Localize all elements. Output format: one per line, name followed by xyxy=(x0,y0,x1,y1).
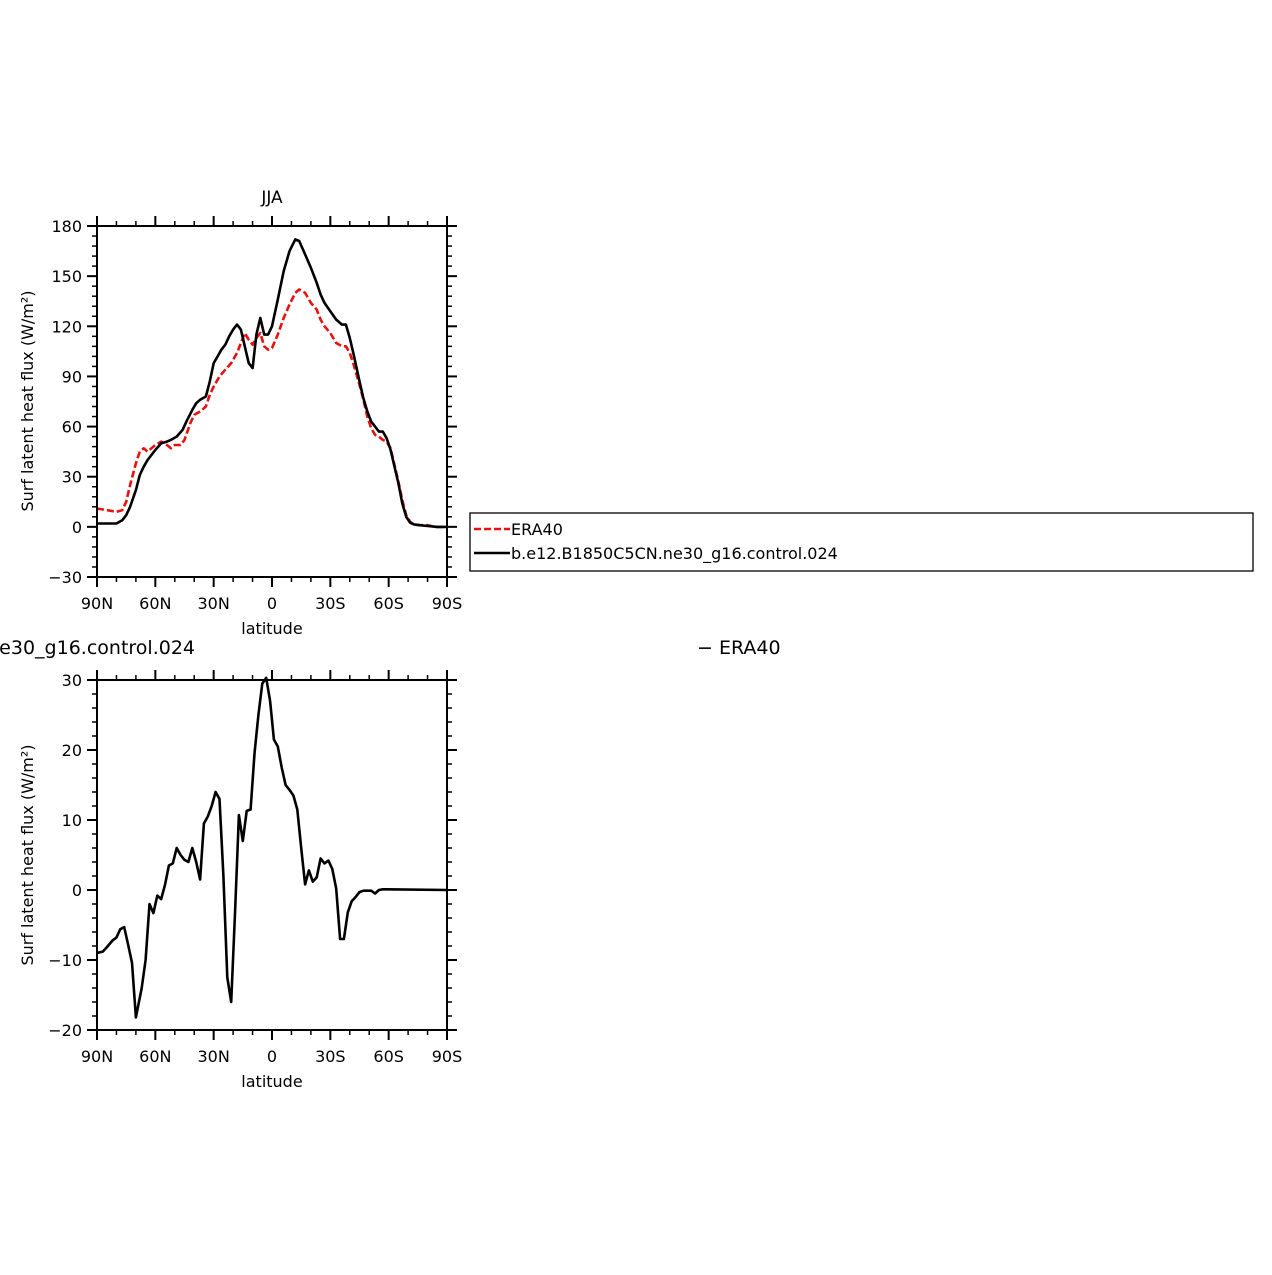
legend-box xyxy=(469,512,1254,572)
chart-panel-difference: b.e12.B1850C5CN.ne30_g16.control.024 − E… xyxy=(0,637,781,1091)
y-tick-label: 180 xyxy=(51,217,82,236)
x-tick-label: 90N xyxy=(81,1047,113,1066)
series-line-era40 xyxy=(96,288,447,529)
y-tick-label: 120 xyxy=(51,317,82,336)
y-tick-label: 90 xyxy=(62,367,82,386)
x-axis-label: latitude xyxy=(241,619,302,638)
x-tick-label: 60S xyxy=(373,594,404,613)
x-tick-label: 90N xyxy=(81,594,113,613)
x-axis-label: latitude xyxy=(241,1072,302,1091)
series-lines xyxy=(96,676,448,1019)
y-tick-label: 0 xyxy=(72,881,82,900)
y-axis-label: Surf latent heat flux (W/m²) xyxy=(18,290,37,511)
x-axis-ticks: 90N 60N 30N 0 30S 60S 90S xyxy=(81,670,462,1066)
legend: ERA40 b.e12.B1850C5CN.ne30_g16.control.0… xyxy=(469,512,1254,572)
y-tick-label: 0 xyxy=(72,518,82,537)
chart-title-left: b.e12.B1850C5CN.ne30_g16.control.024 xyxy=(0,637,195,659)
y-axis-ticks: −20 −10 0 10 20 30 xyxy=(48,671,457,1040)
x-tick-label: 90S xyxy=(432,1047,463,1066)
y-axis-ticks: −30 0 30 60 90 120 150 180 xyxy=(48,217,457,587)
legend-label-model: b.e12.B1850C5CN.ne30_g16.control.024 xyxy=(511,544,838,564)
x-tick-label: 90S xyxy=(432,594,463,613)
y-tick-label: −10 xyxy=(48,951,82,970)
y-tick-label: −20 xyxy=(48,1021,82,1040)
y-axis-label: Surf latent heat flux (W/m²) xyxy=(18,744,37,965)
x-tick-label: 60N xyxy=(139,1047,171,1066)
series-lines xyxy=(96,238,447,529)
x-tick-label: 0 xyxy=(267,1047,277,1066)
chart-panel-jja: JJA −30 0 30 60 90 120 150 180 90N 60N 30N 0 30S 60S… xyxy=(18,188,462,638)
chart-title-right: − ERA40 xyxy=(697,637,781,659)
y-tick-label: 30 xyxy=(62,671,82,690)
plot-frame xyxy=(96,679,448,1031)
x-tick-label: 0 xyxy=(267,594,277,613)
x-tick-label: 60N xyxy=(139,594,171,613)
y-tick-label: 60 xyxy=(62,418,82,437)
y-tick-label: 10 xyxy=(62,811,82,830)
y-tick-label: 20 xyxy=(62,741,82,760)
y-tick-label: −30 xyxy=(48,568,82,587)
x-tick-label: 60S xyxy=(373,1047,404,1066)
series-line-b-e12-b1850c5cn-ne30-g16-control-024 xyxy=(97,238,447,529)
y-tick-label: 150 xyxy=(51,267,82,286)
x-tick-label: 30N xyxy=(198,1047,230,1066)
y-tick-label: 30 xyxy=(62,468,82,487)
legend-label-era40: ERA40 xyxy=(511,520,563,539)
series-line-difference xyxy=(96,676,448,1019)
x-tick-label: 30N xyxy=(198,594,230,613)
plot-frame xyxy=(96,225,448,578)
x-axis-ticks: 90N 60N 30N 0 30S 60S 90S xyxy=(81,216,462,613)
x-tick-label: 30S xyxy=(315,1047,346,1066)
chart-title: JJA xyxy=(260,188,283,208)
x-tick-label: 30S xyxy=(315,594,346,613)
